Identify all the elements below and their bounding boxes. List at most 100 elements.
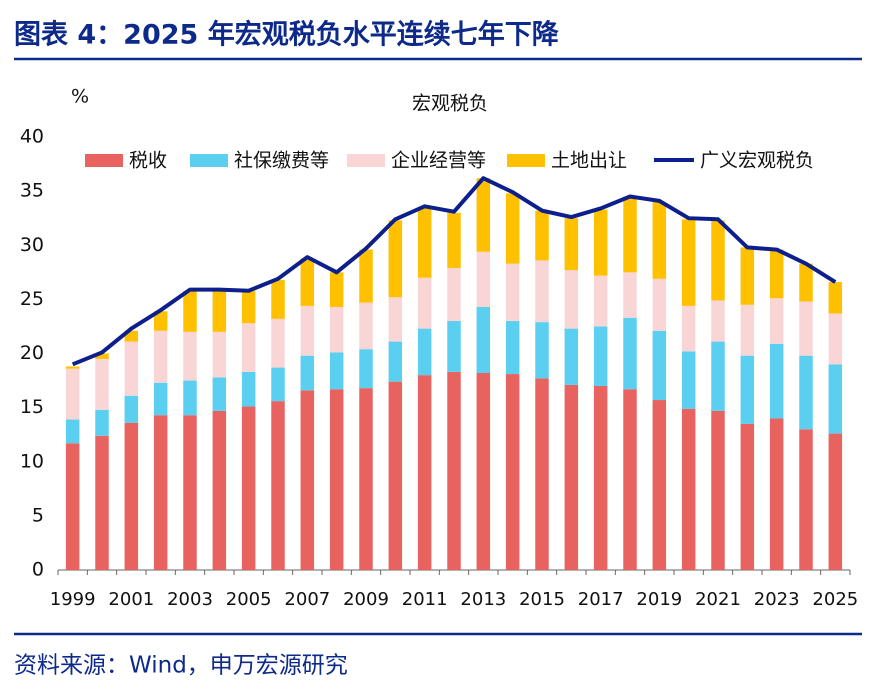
- bar-segment: [799, 355, 813, 430]
- bar-segment: [417, 328, 432, 376]
- bar-segment: [241, 323, 256, 372]
- bar-segment: [417, 375, 432, 570]
- bar-segment: [505, 321, 520, 375]
- bar-segment: [505, 374, 520, 570]
- bar-segment: [212, 377, 227, 411]
- bar-segment: [271, 279, 285, 319]
- bar-segment: [183, 415, 197, 570]
- bar-segment: [564, 270, 579, 329]
- bar-segment: [535, 378, 549, 570]
- bar-segment: [505, 263, 520, 322]
- x-tick-label: 2005: [226, 589, 272, 610]
- bar-segment: [212, 290, 227, 332]
- legend-swatch: [347, 154, 385, 167]
- bar-segment: [153, 311, 168, 331]
- bar-segment: [359, 249, 373, 303]
- bar-segment: [447, 267, 461, 322]
- bar-segment: [623, 272, 637, 318]
- bar-segment: [95, 435, 109, 570]
- bar-segment: [153, 382, 168, 416]
- bar-segment: [535, 210, 549, 261]
- bar-segment: [241, 371, 256, 407]
- y-tick-label: 0: [32, 559, 44, 581]
- bar-segment: [183, 380, 197, 416]
- y-tick-label: 5: [32, 504, 44, 526]
- x-tick-label: 2023: [754, 589, 800, 610]
- x-tick-label: 2021: [695, 589, 741, 610]
- y-unit: %: [71, 86, 89, 108]
- bar-segment: [271, 318, 285, 368]
- bar-segment: [593, 385, 608, 570]
- bar-segment: [769, 343, 784, 419]
- bar-segment: [241, 290, 256, 324]
- y-tick-label: 20: [20, 342, 44, 364]
- bar-segment: [329, 389, 344, 570]
- bar-segment: [388, 341, 403, 382]
- bar-segment: [535, 260, 549, 323]
- legend-label: 企业经营等: [391, 150, 486, 172]
- legend-label: 社保缴费等: [234, 150, 329, 172]
- bar-segment: [271, 367, 285, 402]
- bar-segment: [828, 364, 843, 434]
- legend-swatch: [190, 154, 228, 167]
- bar-segment: [388, 297, 403, 342]
- bar-segment: [212, 410, 227, 570]
- bar-segment: [300, 355, 315, 391]
- bar-segment: [95, 358, 109, 410]
- bar-segment: [623, 389, 637, 570]
- bar-segment: [711, 220, 725, 301]
- bar-segment: [681, 219, 696, 306]
- bar-segment: [271, 401, 285, 570]
- legend-label: 税收: [129, 150, 167, 172]
- bar-segment: [212, 331, 227, 378]
- bar-segment: [593, 326, 608, 386]
- bar-segment: [153, 330, 168, 383]
- y-tick-label: 30: [20, 234, 44, 256]
- y-tick-label: 15: [20, 396, 44, 418]
- bar-segment: [300, 390, 315, 570]
- bar-segment: [828, 282, 843, 314]
- x-tick-label: 2013: [460, 589, 506, 610]
- bar-segment: [505, 193, 520, 264]
- bar-segment: [329, 272, 344, 307]
- bar-segment: [652, 400, 667, 570]
- x-tick-label: 2007: [284, 589, 330, 610]
- bar-segment: [476, 306, 491, 373]
- bar-segment: [124, 395, 139, 423]
- bar-segment: [447, 371, 461, 570]
- bar-segment: [124, 422, 139, 570]
- bar-segment: [564, 384, 579, 570]
- bar-segment: [476, 178, 491, 252]
- y-tick-label: 35: [20, 180, 44, 202]
- bar-segment: [652, 330, 667, 401]
- x-tick-label: 2003: [167, 589, 213, 610]
- bar-segment: [447, 321, 461, 372]
- x-tick-label: 1999: [50, 589, 96, 610]
- bar-segment: [447, 212, 461, 268]
- source: 资料来源：Wind，申万宏源研究: [14, 653, 348, 679]
- x-tick-label: 2015: [519, 589, 565, 610]
- bar-segment: [417, 207, 432, 278]
- bar-segment: [740, 355, 755, 424]
- bar-segment: [329, 352, 344, 390]
- x-tick-label: 2009: [343, 589, 389, 610]
- bar-segment: [652, 278, 667, 331]
- bar-segment: [711, 300, 725, 342]
- bar-segment: [769, 298, 784, 344]
- bar-segment: [359, 302, 373, 350]
- bar-segment: [681, 408, 696, 570]
- bar-segment: [153, 415, 168, 570]
- bar-segment: [681, 305, 696, 352]
- bar-segment: [300, 258, 315, 306]
- x-tick-label: 2019: [636, 589, 682, 610]
- legend-swatch: [507, 154, 545, 167]
- bar-segment: [65, 443, 80, 570]
- bar-segment: [359, 388, 373, 570]
- bar-segment: [388, 381, 403, 570]
- bar-segment: [769, 418, 784, 570]
- bar-segment: [65, 366, 80, 369]
- bar-segment: [799, 429, 813, 570]
- bar-segment: [417, 277, 432, 329]
- bar-segment: [476, 251, 491, 307]
